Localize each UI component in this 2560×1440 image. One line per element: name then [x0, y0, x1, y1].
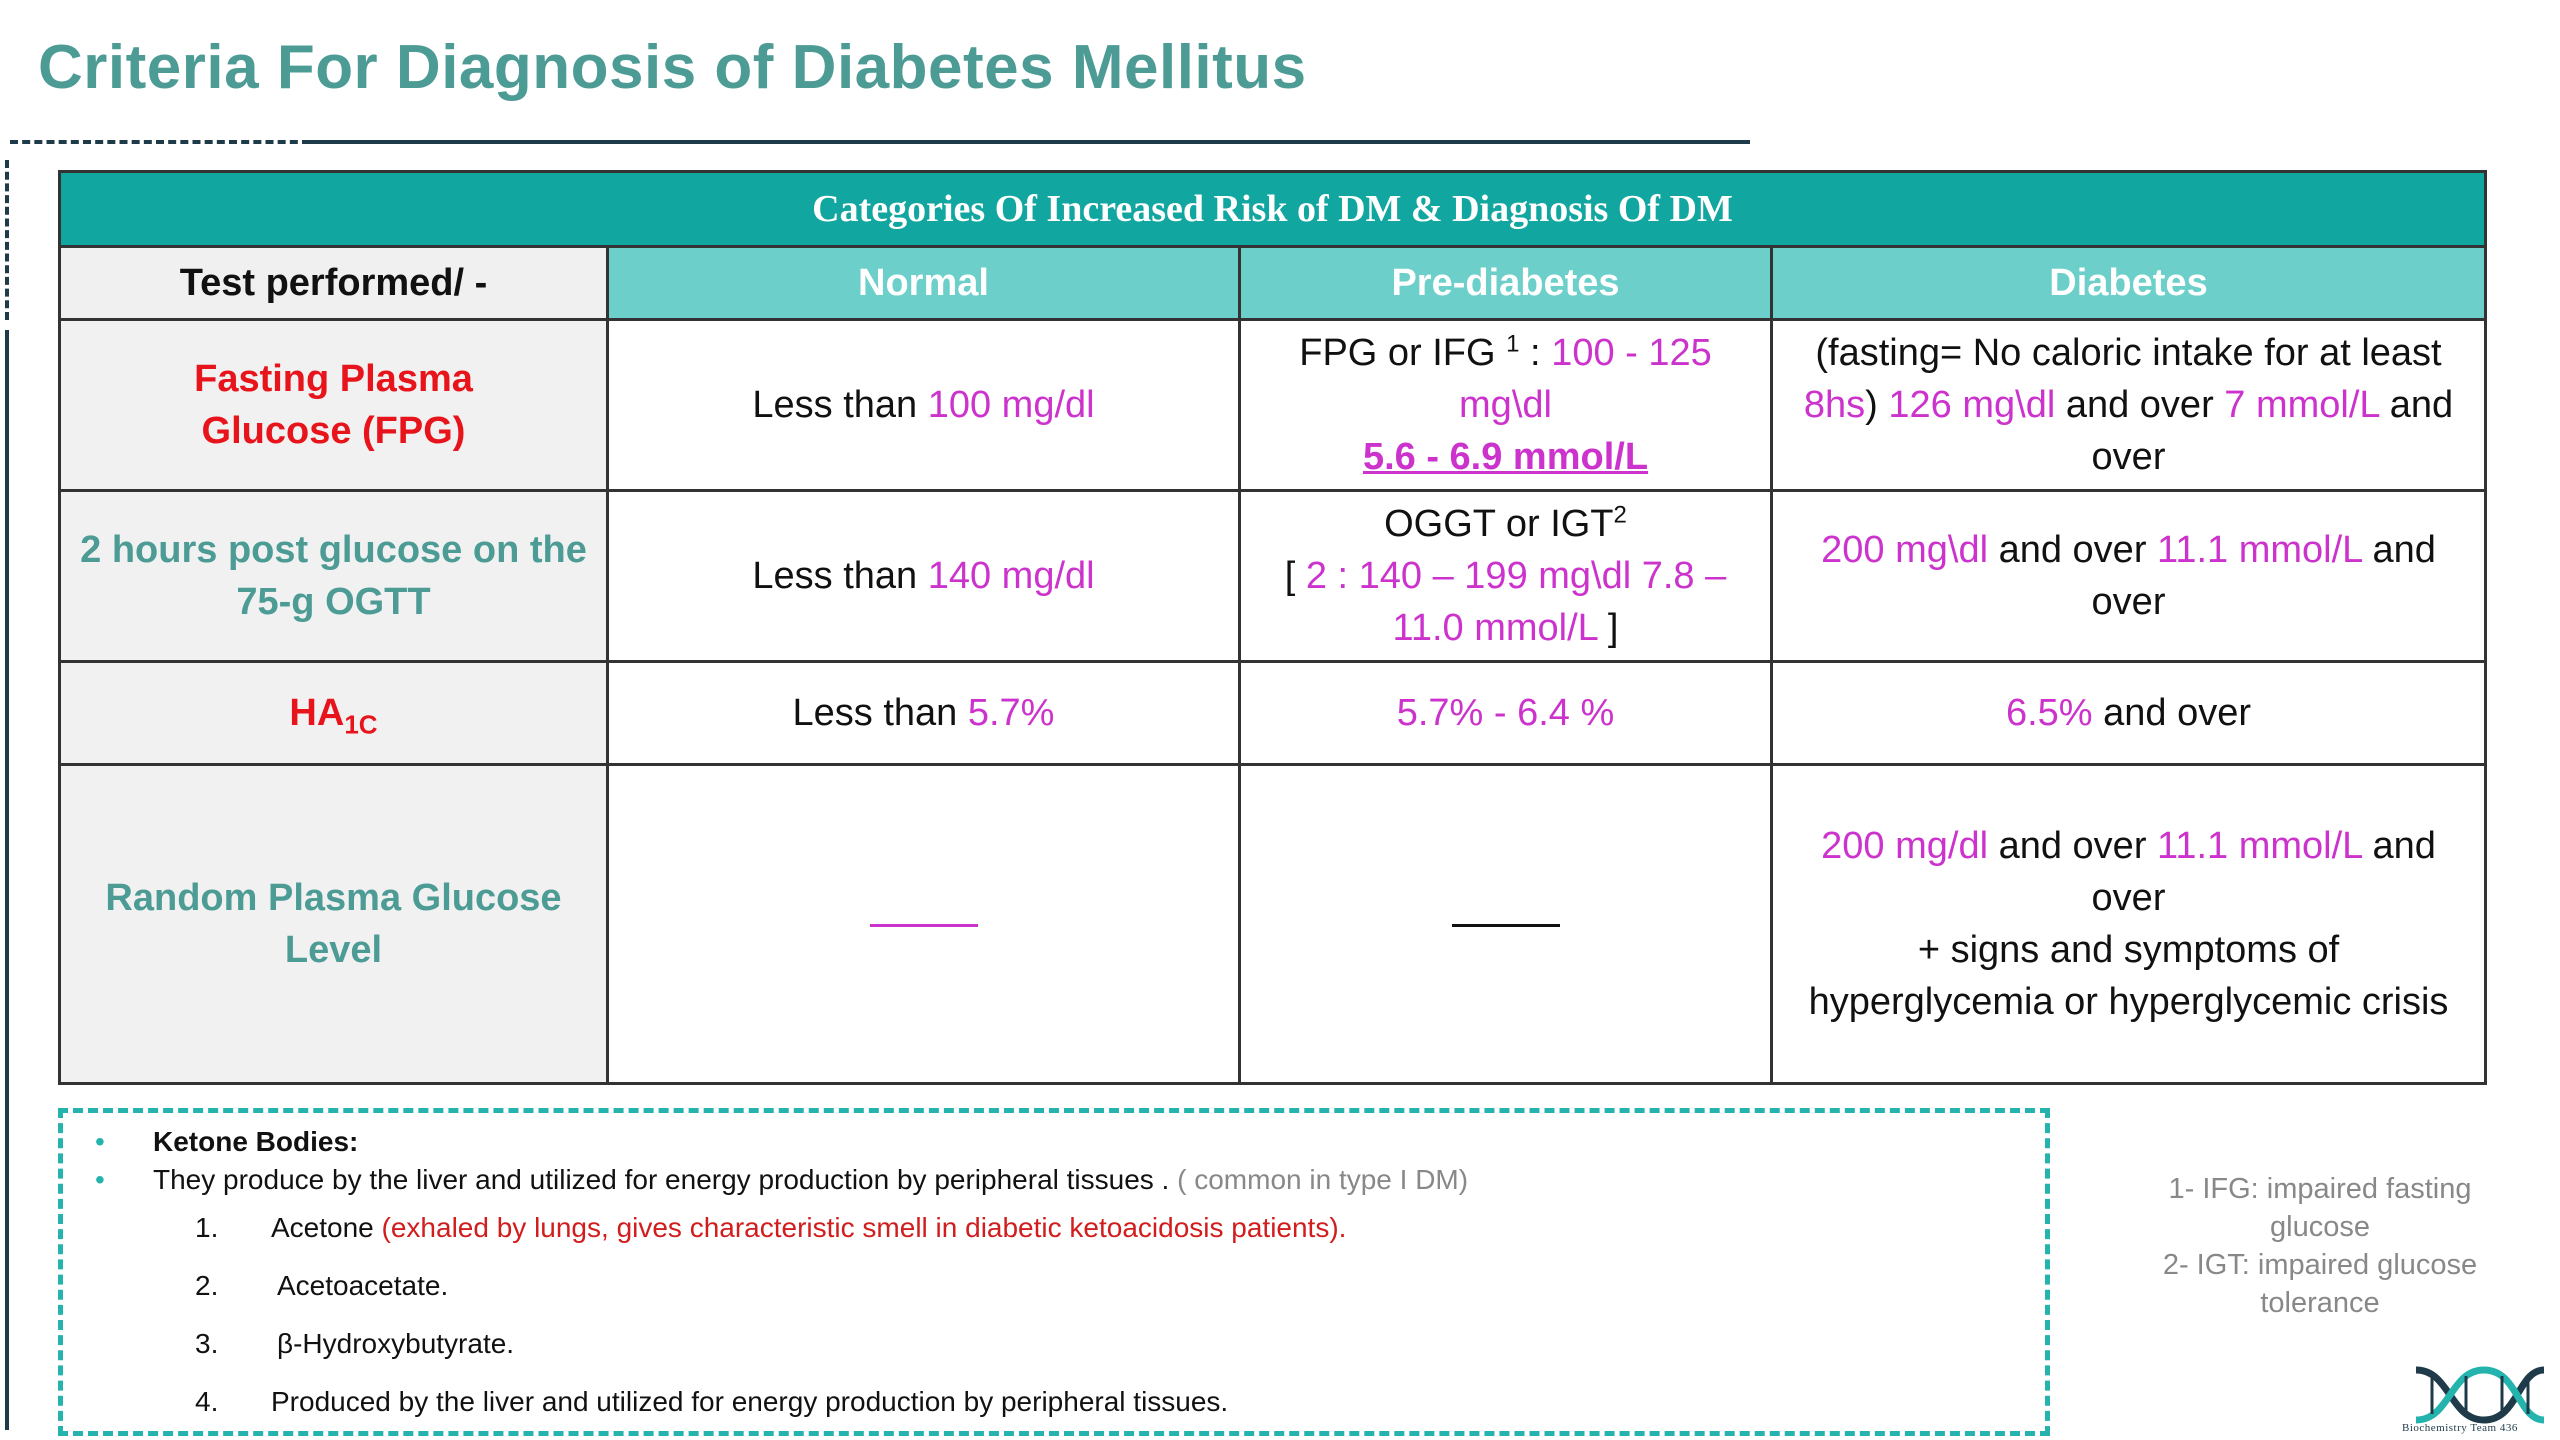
- cell-value: 200 mg\dl: [1821, 529, 1989, 571]
- item-text: Produced by the liver and utilized for e…: [271, 1386, 1229, 1417]
- cell-diabetes-ha1c: 6.5% and over: [1769, 660, 2488, 766]
- empty-dash: [1451, 924, 1560, 928]
- ketone-heading: Ketone Bodies:: [153, 1126, 359, 1157]
- item-number: 2.: [195, 1270, 219, 1301]
- cell-value: 2 : 140 – 199 mg\dl 7.8 – 11.0 mmol/L: [1305, 555, 1727, 649]
- bullet-icon: •: [95, 1126, 105, 1157]
- cell-value: 7 mmol/L: [2224, 384, 2380, 426]
- header-normal: Normal: [606, 245, 1241, 321]
- cell-text: + signs and symptoms of: [1917, 929, 2340, 971]
- criteria-table: Categories Of Increased Risk of DM & Dia…: [57, 170, 2488, 1085]
- header-solid-rule: [310, 140, 1750, 144]
- item-number: 3.: [195, 1328, 219, 1359]
- cell-value: 8hs: [1803, 384, 1866, 426]
- row-label-random: Random Plasma Glucose Level: [58, 763, 609, 1085]
- item-number: 4.: [195, 1386, 219, 1417]
- header-dashed-rule: [10, 140, 310, 144]
- footnote-ref: 1: [1506, 330, 1520, 358]
- cell-value: 100 mg/dl: [927, 384, 1095, 426]
- list-item: 4. Produced by the liver and utilized fo…: [83, 1373, 1468, 1431]
- list-item: 1. Acetone (exhaled by lungs, gives char…: [83, 1199, 1468, 1257]
- left-dashed-rule: [5, 160, 9, 320]
- row-label-ha1c: HA1C: [58, 660, 609, 766]
- row-label-ogtt: 2 hours post glucose on the 75-g OGTT: [58, 489, 609, 663]
- cell-text: OGGT or IGT: [1384, 503, 1614, 545]
- ketone-content: • Ketone Bodies: • They produce by the l…: [83, 1123, 1468, 1431]
- cell-value: 140 mg/dl: [927, 555, 1095, 597]
- cell-diabetes-ogtt: 200 mg\dl and over 11.1 mmol/L and over: [1769, 489, 2488, 663]
- cell-text: ): [1865, 384, 1889, 426]
- cell-value: 11.1 mmol/L: [2157, 529, 2362, 571]
- cell-text: and over: [1988, 529, 2158, 571]
- bullet-icon: •: [95, 1164, 105, 1195]
- label-subscript: 1C: [344, 709, 378, 740]
- header-pre-diabetes: Pre-diabetes: [1238, 245, 1773, 321]
- list-item: • They produce by the liver and utilized…: [83, 1161, 1468, 1199]
- cell-text: and over: [2091, 825, 2436, 919]
- item-number: 1.: [195, 1212, 219, 1243]
- header-test-performed: Test performed/ -: [58, 245, 609, 321]
- table-row: Random Plasma Glucose Level 200 mg/dl an…: [58, 763, 2488, 1085]
- footnotes: 1- IFG: impaired fasting glucose 2- IGT:…: [2130, 1170, 2510, 1322]
- header-diabetes: Diabetes: [1769, 245, 2488, 321]
- cell-text: [: [1284, 555, 1306, 597]
- page-title: Criteria For Diagnosis of Diabetes Melli…: [38, 33, 1307, 102]
- cell-value: 100 - 125 mg\dl: [1459, 332, 1712, 426]
- cell-diabetes-random: 200 mg/dl and over 11.1 mmol/L and over +…: [1769, 763, 2488, 1085]
- cell-pre-random: [1238, 763, 1773, 1085]
- footnote-igt: 2- IGT: impaired glucose tolerance: [2162, 1249, 2478, 1319]
- dna-logo-icon: [2415, 1366, 2545, 1424]
- cell-text: Less than: [752, 384, 928, 426]
- cell-text: Less than: [792, 692, 968, 734]
- list-item: • Ketone Bodies:: [83, 1123, 1468, 1161]
- cell-pre-ha1c: 5.7% - 6.4 %: [1238, 660, 1773, 766]
- list-item: 2. Acetoacetate.: [83, 1257, 1468, 1315]
- cell-value: 200 mg/dl: [1821, 825, 1989, 867]
- cell-value: 6.5%: [2005, 692, 2093, 734]
- cell-text: and over: [1988, 825, 2158, 867]
- cell-value: 5.7%: [967, 692, 1055, 734]
- cell-text: and over: [2092, 692, 2252, 734]
- label-text: HA: [289, 692, 345, 734]
- empty-dash: [869, 924, 978, 928]
- cell-normal-ha1c: Less than 5.7%: [606, 660, 1241, 766]
- logo-caption: Biochemistry Team 436: [2402, 1422, 2518, 1434]
- cell-text: ]: [1597, 607, 1619, 649]
- cell-text: and over: [2091, 529, 2436, 623]
- item-text: Acetone: [271, 1212, 382, 1243]
- cell-diabetes-fpg: (fasting= No caloric intake for at least…: [1769, 318, 2488, 492]
- table-row: 2 hours post glucose on the 75-g OGTT Le…: [58, 489, 2488, 663]
- item-text: Acetoacetate.: [277, 1270, 449, 1301]
- table-row: Fasting Plasma Glucose (FPG) Less than 1…: [58, 318, 2488, 492]
- cell-text: :: [1519, 332, 1552, 374]
- ketone-intro-note: ( common in type I DM): [1177, 1164, 1469, 1195]
- ketone-intro: They produce by the liver and utilized f…: [153, 1164, 1178, 1195]
- cell-value: 11.1 mmol/L: [2157, 825, 2362, 867]
- cell-text: Less than: [752, 555, 928, 597]
- cell-value: 5.7% - 6.4 %: [1396, 692, 1615, 734]
- cell-text: and over: [2091, 384, 2454, 478]
- list-item: 3. β-Hydroxybutyrate.: [83, 1315, 1468, 1373]
- item-text: β-Hydroxybutyrate.: [277, 1328, 515, 1359]
- cell-normal-ogtt: Less than 140 mg/dl: [606, 489, 1241, 663]
- cell-text: hyperglycemia or hyperglycemic crisis: [1808, 981, 2449, 1023]
- cell-text: FPG or IFG: [1299, 332, 1507, 374]
- footnote-ifg: 1- IFG: impaired fasting glucose: [2168, 1173, 2472, 1243]
- cell-normal-random: [606, 763, 1241, 1085]
- cell-text: and over: [2055, 384, 2225, 426]
- cell-value-mmol: 5.6 - 6.9 mmol/L: [1362, 436, 1649, 478]
- cell-pre-ogtt: OGGT or IGT2 [ 2 : 140 – 199 mg\dl 7.8 – …: [1238, 489, 1773, 663]
- cell-pre-fpg: FPG or IFG 1 : 100 - 125 mg\dl 5.6 - 6.9 …: [1238, 318, 1773, 492]
- cell-value: 126 mg\dl: [1888, 384, 2056, 426]
- table-caption: Categories Of Increased Risk of DM & Dia…: [57, 170, 2488, 248]
- footnote-ref: 2: [1613, 501, 1627, 529]
- table-row: HA1C Less than 5.7% 5.7% - 6.4 % 6.5% an…: [58, 660, 2488, 766]
- row-label-fpg: Fasting Plasma Glucose (FPG): [58, 318, 609, 492]
- cell-text: (fasting= No caloric intake for at least: [1815, 332, 2442, 374]
- item-note: (exhaled by lungs, gives characteristic …: [381, 1212, 1347, 1243]
- ketone-bodies-box: • Ketone Bodies: • They produce by the l…: [58, 1108, 2050, 1436]
- left-solid-rule: [5, 330, 9, 1430]
- cell-normal-fpg: Less than 100 mg/dl: [606, 318, 1241, 492]
